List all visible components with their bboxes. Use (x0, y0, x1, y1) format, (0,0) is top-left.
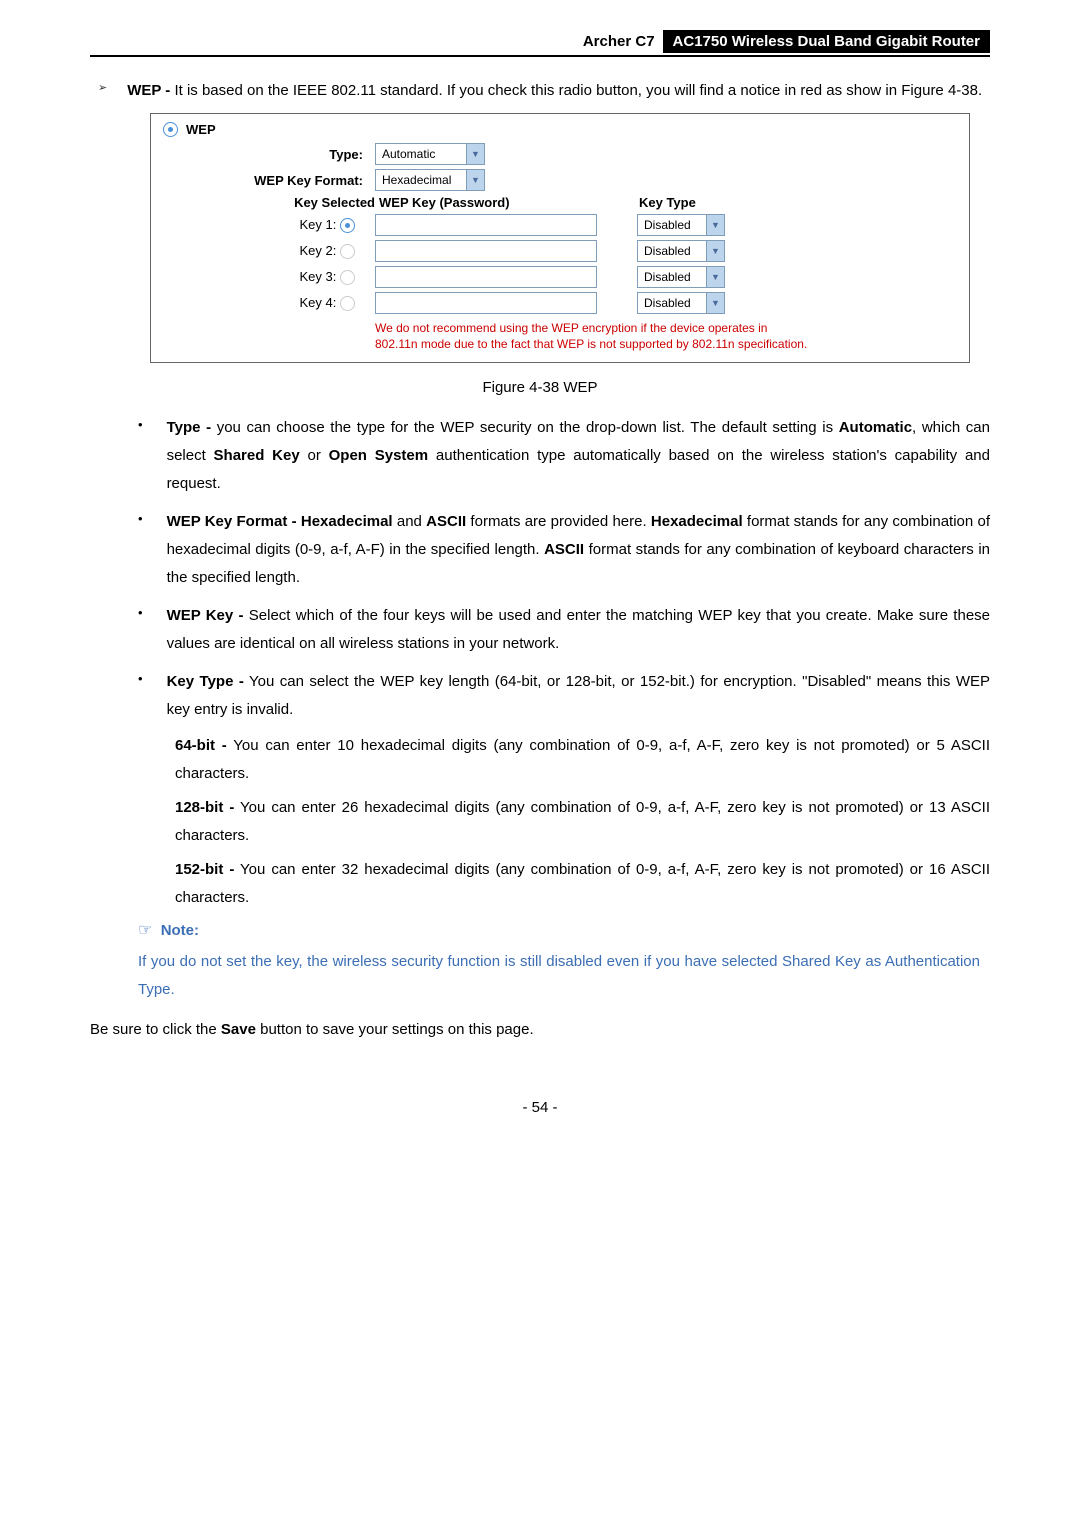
key4-radio[interactable] (340, 296, 355, 311)
key1-type-select[interactable]: Disabled ▼ (637, 214, 725, 236)
128bit-text: 128-bit - You can enter 26 hexadecimal d… (175, 794, 990, 850)
key3-type-select[interactable]: Disabled ▼ (637, 266, 725, 288)
wep-config-figure: WEP Type: Automatic ▼ WEP Key Format: He… (150, 113, 970, 363)
64bit-text: 64-bit - You can enter 10 hexadecimal di… (175, 732, 990, 788)
figure-caption: Figure 4-38 WEP (90, 379, 990, 396)
chevron-down-icon: ▼ (706, 267, 724, 287)
key1-input[interactable] (375, 214, 597, 236)
key3-input[interactable] (375, 266, 597, 288)
wep-warning: We do not recommend using the WEP encryp… (375, 320, 957, 352)
key4-input[interactable] (375, 292, 597, 314)
format-select[interactable]: Hexadecimal ▼ (375, 169, 485, 191)
key2-label: Key 2: (163, 243, 375, 259)
key3-label: Key 3: (163, 269, 375, 285)
format-label: WEP Key Format: (163, 173, 375, 188)
key4-label: Key 4: (163, 295, 375, 311)
hand-icon: ☞ (138, 922, 152, 939)
wep-radio[interactable] (163, 122, 178, 137)
header-model: Archer C7 (583, 33, 655, 50)
key2-type-select[interactable]: Disabled ▼ (637, 240, 725, 262)
bullet-icon: • (138, 602, 143, 624)
triangle-bullet-icon: ➢ (98, 77, 107, 99)
note-body: If you do not set the key, the wireless … (138, 948, 980, 1004)
bullet-icon: • (138, 508, 143, 530)
key1-label: Key 1: (163, 217, 375, 233)
col-selected: Key Selected (163, 195, 375, 210)
note-label: ☞ Note: (138, 920, 990, 940)
bullet-icon: • (138, 414, 143, 436)
chevron-down-icon: ▼ (706, 293, 724, 313)
type-select[interactable]: Automatic ▼ (375, 143, 485, 165)
save-instruction: Be sure to click the Save button to save… (90, 1016, 990, 1044)
152bit-text: 152-bit - You can enter 32 hexadecimal d… (175, 856, 990, 912)
key2-radio[interactable] (340, 244, 355, 259)
page-header: Archer C7 AC1750 Wireless Dual Band Giga… (90, 30, 990, 57)
key4-type-select[interactable]: Disabled ▼ (637, 292, 725, 314)
bullet-icon: • (138, 668, 143, 690)
format-bullet: WEP Key Format - Hexadecimal and ASCII f… (167, 508, 990, 592)
header-title: AC1750 Wireless Dual Band Gigabit Router (663, 30, 990, 53)
key2-input[interactable] (375, 240, 597, 262)
key3-radio[interactable] (340, 270, 355, 285)
wepkey-bullet: WEP Key - Select which of the four keys … (167, 602, 990, 658)
wep-section-title: WEP (186, 122, 216, 137)
chevron-down-icon: ▼ (466, 170, 484, 190)
col-password: WEP Key (Password) (375, 195, 639, 210)
intro-text: WEP - It is based on the IEEE 802.11 sta… (127, 77, 982, 105)
chevron-down-icon: ▼ (706, 215, 724, 235)
key1-radio[interactable] (340, 218, 355, 233)
type-label: Type: (163, 147, 375, 162)
keytype-bullet: Key Type - You can select the WEP key le… (167, 668, 990, 724)
col-keytype: Key Type (639, 195, 696, 210)
type-bullet: Type - you can choose the type for the W… (167, 414, 990, 498)
page-number: - 54 - (90, 1099, 990, 1116)
chevron-down-icon: ▼ (706, 241, 724, 261)
chevron-down-icon: ▼ (466, 144, 484, 164)
